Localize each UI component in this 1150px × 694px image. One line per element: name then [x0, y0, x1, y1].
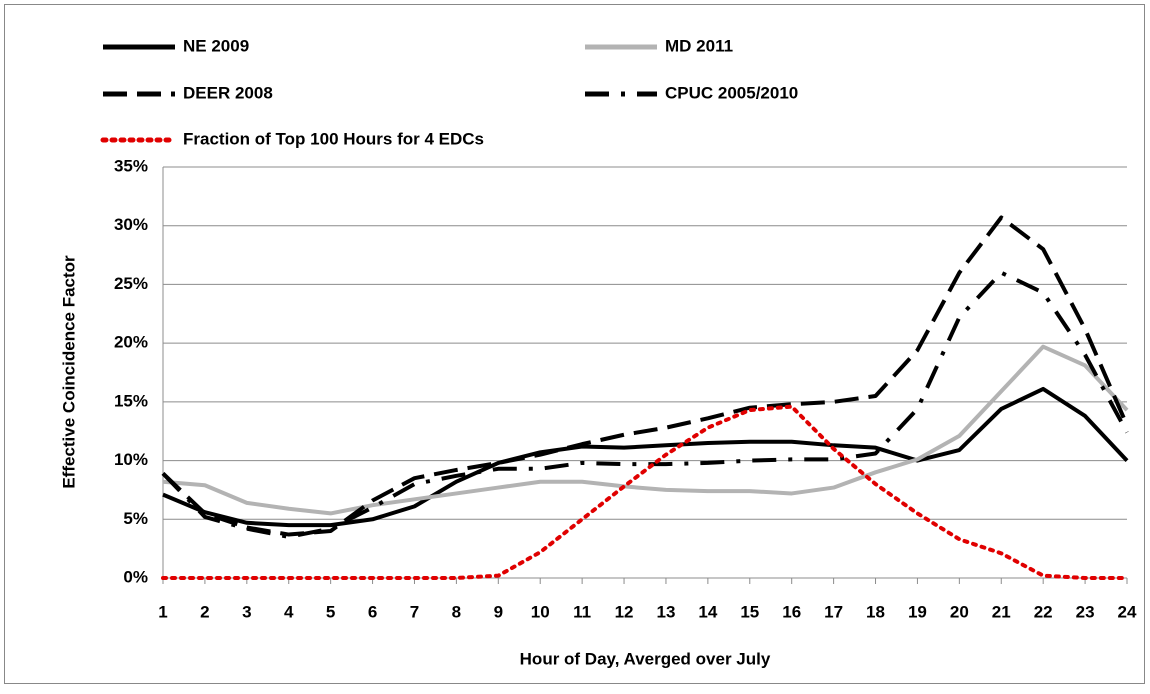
x-tick-label: 10 — [531, 602, 550, 621]
x-tick-label: 7 — [410, 602, 419, 621]
x-tick-label: 15 — [740, 602, 759, 621]
x-tick-label: 16 — [782, 602, 801, 621]
y-tick-label: 5% — [123, 509, 148, 528]
series-line — [161, 215, 1129, 537]
x-tick-label: 19 — [908, 602, 927, 621]
series-line — [162, 344, 1129, 516]
x-tick-label: 14 — [698, 602, 717, 621]
y-axis-label: Effective Coincidence Factor — [59, 255, 78, 489]
x-tick-label: 4 — [284, 602, 294, 621]
x-tick-label: 5 — [326, 602, 335, 621]
legend-label: DEER 2008 — [183, 83, 273, 102]
x-tick-label: 18 — [866, 602, 885, 621]
x-tick-label: 20 — [950, 602, 969, 621]
y-tick-label: 25% — [114, 274, 148, 293]
x-tick-label: 12 — [615, 602, 634, 621]
x-tick-label: 22 — [1034, 602, 1053, 621]
x-tick-label: 3 — [242, 602, 251, 621]
y-tick-label: 10% — [114, 450, 148, 469]
x-tick-label: 6 — [368, 602, 377, 621]
legend-label: NE 2009 — [183, 36, 249, 55]
y-tick-label: 0% — [123, 567, 148, 586]
x-tick-label: 1 — [158, 602, 167, 621]
y-tick-label: 35% — [114, 156, 148, 175]
series-line — [162, 386, 1129, 528]
x-tick-label: 13 — [656, 602, 675, 621]
series-line — [161, 404, 1129, 580]
legend-label: Fraction of Top 100 Hours for 4 EDCs — [183, 129, 484, 148]
x-tick-label: 8 — [452, 602, 461, 621]
x-tick-label: 9 — [494, 602, 503, 621]
x-tick-label: 24 — [1118, 602, 1137, 621]
y-tick-label: 15% — [114, 391, 148, 410]
x-tick-label: 11 — [573, 602, 591, 621]
legend-label: MD 2011 — [665, 36, 733, 55]
x-tick-label: 21 — [992, 602, 1011, 621]
legend-label: CPUC 2005/2010 — [665, 83, 798, 102]
x-tick-label: 2 — [200, 602, 209, 621]
chart-border — [4, 4, 1145, 684]
x-tick-label: 17 — [824, 602, 843, 621]
y-tick-label: 20% — [114, 333, 148, 352]
x-axis-label: Hour of Day, Averged over July — [520, 649, 771, 668]
y-tick-label: 30% — [114, 215, 148, 234]
x-tick-label: 23 — [1076, 602, 1095, 621]
